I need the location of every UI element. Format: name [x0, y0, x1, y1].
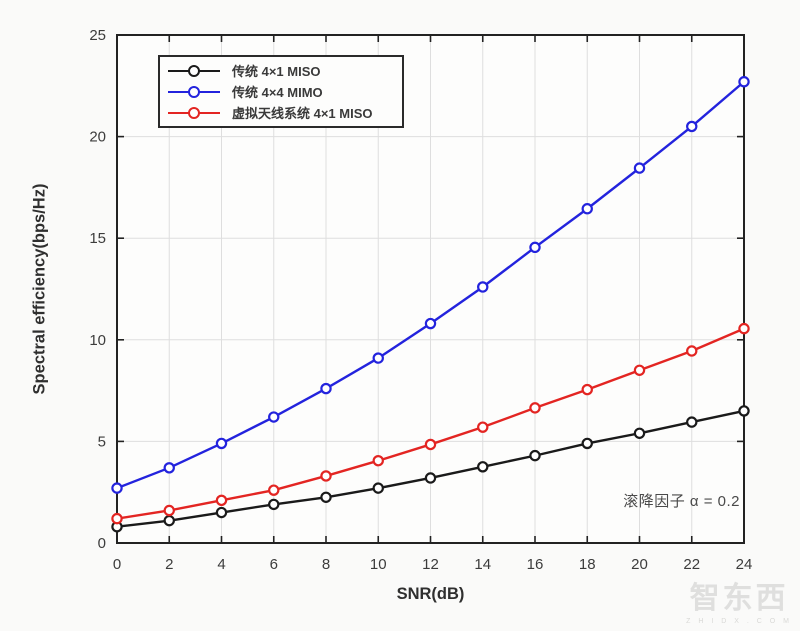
legend-item-mimo: 传统 4×4 MIMO [168, 81, 396, 102]
legend-line-marker-icon [168, 64, 220, 77]
x-tick-label: 22 [683, 556, 700, 573]
x-tick-label: 14 [474, 556, 491, 573]
series-2-data-point [320, 470, 332, 482]
y-axis-label: Spectral efficiency(bps/Hz) [30, 183, 49, 395]
y-tick-label: 0 [98, 535, 106, 552]
legend-label: 传统 4×4 MIMO [232, 85, 323, 100]
legend-label: 传统 4×1 MISO [232, 64, 321, 79]
series-1-data-point [581, 203, 593, 215]
series-1-data-point [111, 482, 123, 494]
series-2-data-point [529, 402, 541, 414]
series-0-data-point [215, 506, 228, 519]
series-0-data-point [320, 491, 332, 503]
y-tick-label: 5 [98, 433, 106, 450]
series-1-data-point [477, 281, 489, 293]
y-tick-label: 15 [89, 230, 106, 247]
series-2-data-point [686, 345, 698, 357]
x-tick-label: 0 [113, 556, 121, 573]
y-tick-label: 10 [89, 332, 106, 349]
legend-item-virtual-miso: 虚拟天线系统 4×1 MISO [168, 102, 396, 123]
series-0-data-point [686, 416, 698, 428]
series-2-data-point [738, 322, 750, 335]
x-tick-label: 6 [270, 556, 278, 573]
series-2-data-point [163, 504, 175, 517]
series-0-data-point [424, 472, 437, 484]
legend-line-marker-icon [168, 106, 220, 119]
x-tick-label: 4 [217, 556, 225, 573]
series-0-data-point [581, 437, 593, 450]
x-tick-label: 12 [422, 556, 439, 573]
series-1-data-point [320, 382, 332, 395]
legend-item-miso: 传统 4×1 MISO [168, 60, 396, 81]
series-1-data-point [268, 411, 280, 423]
y-tick-label: 25 [89, 27, 106, 44]
series-2-data-point [372, 455, 384, 467]
series-1-data-point [424, 317, 437, 330]
x-tick-label: 24 [736, 556, 753, 573]
series-2-data-point [268, 484, 280, 496]
x-tick-label: 16 [527, 556, 544, 573]
series-0-data-point [163, 514, 175, 527]
legend: 传统 4×1 MISO 传统 4×4 MIMO 虚拟天线系统 4×1 MISO [158, 55, 404, 128]
x-tick-label: 2 [165, 556, 173, 573]
x-tick-label: 10 [370, 556, 387, 573]
series-1-data-point [738, 76, 750, 88]
series-1-data-point [633, 162, 646, 174]
series-1-data-point [372, 352, 384, 364]
annotation-rolloff-factor: 滚降因子 α = 0.2 [623, 493, 740, 510]
y-tick-label: 20 [89, 129, 106, 146]
series-2-data-point [581, 383, 593, 396]
legend-line-marker-icon [168, 85, 220, 98]
series-1-data-point [215, 437, 228, 450]
series-2-data-point [111, 512, 123, 525]
series-1-data-point [529, 241, 541, 254]
series-0-data-point [633, 427, 646, 439]
x-axis-label: SNR(dB) [396, 585, 465, 603]
series-2-data-point [633, 364, 646, 376]
series-0-data-point [529, 449, 541, 462]
series-1-data-point [163, 462, 175, 474]
legend-label: 虚拟天线系统 4×1 MISO [232, 106, 373, 121]
x-tick-label: 18 [579, 556, 596, 573]
series-0-data-point [477, 461, 489, 473]
x-tick-label: 20 [631, 556, 648, 573]
series-2-data-point [215, 494, 228, 507]
x-tick-label: 8 [322, 556, 330, 573]
series-2-data-point [477, 421, 489, 433]
series-1-data-point [686, 120, 698, 133]
series-2-data-point [424, 438, 437, 451]
series-0-data-point [268, 498, 280, 511]
series-0-data-point [372, 482, 384, 494]
series-0-data-point [738, 405, 750, 417]
